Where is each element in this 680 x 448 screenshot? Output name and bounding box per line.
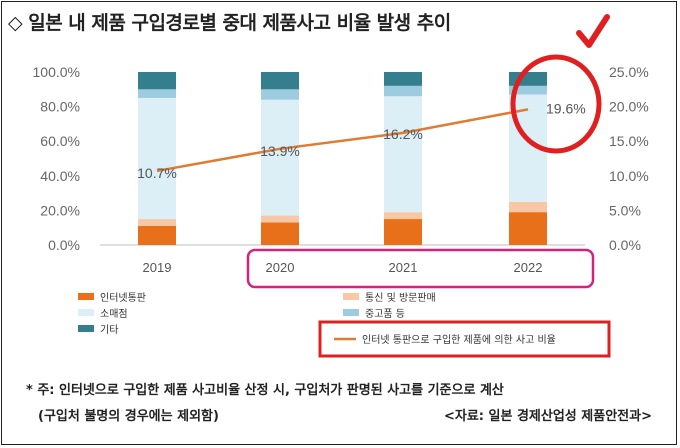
bar-used-2020 xyxy=(261,89,299,100)
y-right-tick-label: 25.0% xyxy=(609,64,649,80)
y-left-tick-label: 40.0% xyxy=(40,168,80,184)
line-data-label: 16.2% xyxy=(383,126,423,142)
highlight-circle-2022 xyxy=(510,54,602,154)
bar-telecom-2021 xyxy=(384,212,422,220)
y-left-tick-label: 60.0% xyxy=(40,133,80,149)
x-tick-label: 2021 xyxy=(389,260,418,275)
bar-used-2019 xyxy=(138,89,176,98)
bar-other-2020 xyxy=(261,72,299,90)
footnote-exclusion-note: (구입처 불명의 경우에는 제외함) xyxy=(38,409,219,424)
chart: 0.0% 20.0% 40.0% 60.0% 80.0% 100.0% 0.0% 5.0% 10… xyxy=(33,14,649,358)
legend-label-telecom: 통신 및 방문판매 xyxy=(365,292,436,304)
highlight-box-years xyxy=(246,248,595,289)
line-data-label: 19.6% xyxy=(546,100,586,116)
line-data-label: 13.9% xyxy=(260,143,300,159)
bar-used-2021 xyxy=(384,85,422,97)
bar-telecom-2022 xyxy=(509,201,547,213)
bar-internet-2019 xyxy=(138,225,176,245)
y-left-tick-label: 20.0% xyxy=(40,202,80,218)
x-tick-label: 2020 xyxy=(266,260,295,275)
legend-label-other: 기타 xyxy=(100,324,118,336)
legend-label-line: 인터넷 통판으로 구입한 제품에 의한 사고 비율 xyxy=(362,333,556,346)
footnote-source: <자료: 일본 경제산업성 제품안전과> xyxy=(443,409,652,424)
bar-other-2019 xyxy=(138,72,176,90)
chart-title: ◇ 일본 내 제품 구입경로별 중대 제품사고 비율 발생 추이 xyxy=(8,12,451,34)
line-data-label: 10.7% xyxy=(137,165,177,181)
bar-telecom-2019 xyxy=(138,219,176,226)
bar-internet-2021 xyxy=(384,219,422,245)
bar-retail-2020 xyxy=(261,99,299,216)
bar-retail-2021 xyxy=(384,96,422,213)
footnote-line-1: * 주: 인터넷으로 구입한 제품 사고비율 산정 시, 구입처가 판명된 사고… xyxy=(26,383,504,398)
legend-swatch-used xyxy=(343,309,359,316)
bar-other-2021 xyxy=(384,72,422,86)
bar-used-2022 xyxy=(509,85,547,95)
legend-swatch-other xyxy=(78,325,94,332)
y-left-tick-label: 80.0% xyxy=(40,99,80,115)
x-tick-label: 2019 xyxy=(143,260,172,275)
y-right-tick-label: 5.0% xyxy=(609,202,641,218)
legend-label-retail: 소매점 xyxy=(100,308,128,320)
y-right-tick-label: 20.0% xyxy=(609,99,649,115)
y-left-tick-label: 100.0% xyxy=(33,64,80,80)
footnote-line-2: (구입처 불명의 경우에는 제외함) <자료: 일본 경제산업성 제품안전과> xyxy=(26,404,652,430)
y-left-tick-label: 0.0% xyxy=(48,237,80,253)
y-right-tick-label: 10.0% xyxy=(609,168,649,184)
bar-internet-2020 xyxy=(261,222,299,245)
bar-retail-2019 xyxy=(138,97,176,220)
highlight-box-line-legend xyxy=(318,320,611,358)
x-tick-label: 2022 xyxy=(514,260,543,275)
legend-swatch-internet xyxy=(78,293,94,300)
y-right-tick-label: 15.0% xyxy=(609,133,649,149)
legend-label-internet: 인터넷통판 xyxy=(100,292,146,304)
line-internet-accident-rate xyxy=(156,108,529,173)
legend-swatch-telecom xyxy=(343,293,359,300)
y-right-tick-label: 0.0% xyxy=(609,237,641,253)
bar-telecom-2020 xyxy=(261,215,299,223)
check-mark-icon xyxy=(576,14,610,48)
legend-swatch-retail xyxy=(78,309,94,316)
bar-internet-2022 xyxy=(509,212,547,245)
legend-label-used: 중고품 등 xyxy=(365,308,405,320)
footnote: * 주: 인터넷으로 구입한 제품 사고비율 산정 시, 구입처가 판명된 사고… xyxy=(26,378,652,430)
